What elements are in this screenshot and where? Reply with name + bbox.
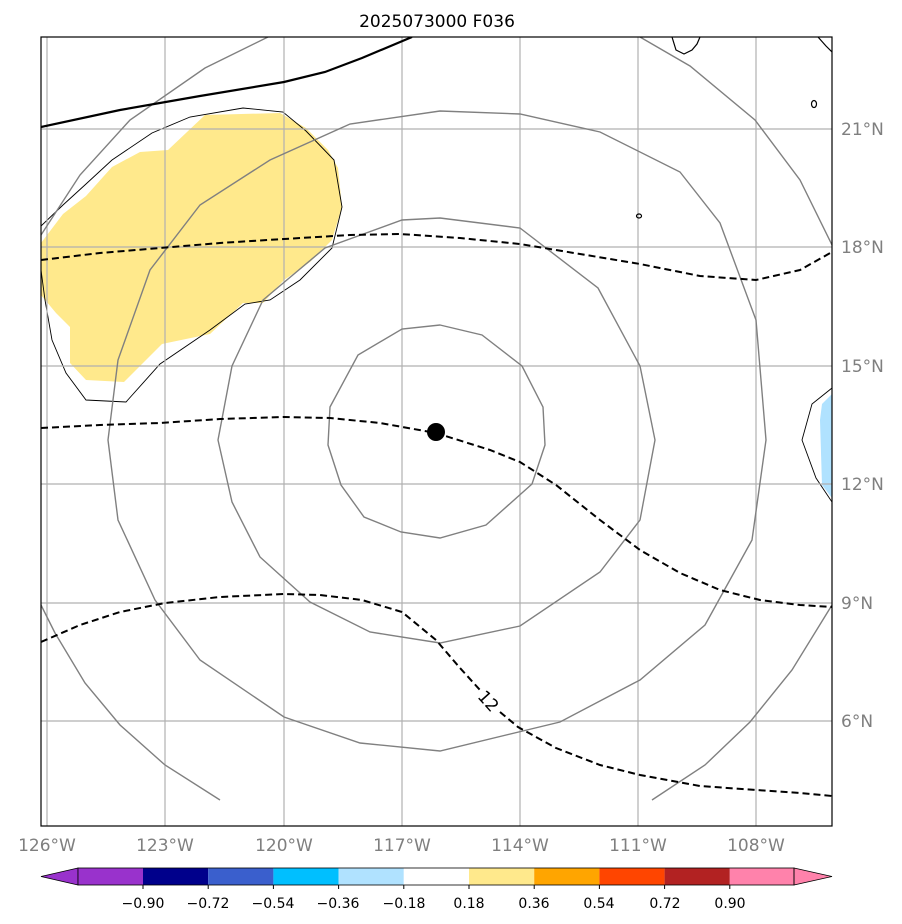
colorbar-tick-label: 0.72 <box>649 896 680 912</box>
island-small-1 <box>810 99 818 109</box>
dashed-contours <box>41 232 832 797</box>
colorbar-extend-max <box>793 867 833 886</box>
colorbar-tick-label: 0.18 <box>453 896 484 912</box>
colorbar-segment <box>338 868 404 885</box>
lat-label: 21°N <box>841 120 884 140</box>
map-frame <box>40 36 833 827</box>
lat-label: 9°N <box>841 594 873 614</box>
positive-region-outline <box>41 107 343 403</box>
colorbar <box>40 867 833 889</box>
island-small-2 <box>635 213 643 219</box>
gray-contour-outer-left <box>41 604 221 801</box>
gray-contour-outer-right <box>639 37 832 246</box>
negative-region-outline <box>801 387 832 503</box>
gray-contours <box>41 37 832 801</box>
colorbar-tick-label: −0.36 <box>317 896 360 912</box>
dashed-contour-middle <box>41 415 832 608</box>
contour-label-12: 12 <box>473 687 502 716</box>
gray-contour-ring-1 <box>327 324 546 539</box>
colorbar-tick-label: −0.90 <box>122 896 165 912</box>
colorbar-tick-label: 0.54 <box>583 896 614 912</box>
colorbar-tick-label: 0.90 <box>714 896 745 912</box>
colorbar-segment <box>664 868 730 885</box>
colorbar-segment <box>729 868 794 885</box>
colorbar-segment <box>78 868 143 885</box>
colorbar-segment <box>534 868 600 885</box>
figure-title: 2025073000 F036 <box>359 12 515 32</box>
colorbar-tick-label: −0.18 <box>383 896 426 912</box>
gridlines <box>41 37 832 826</box>
colorbar-extend-min <box>40 867 79 886</box>
colorbar-segment <box>273 868 339 885</box>
colorbar-ticks: −0.90 −0.72 −0.54 −0.36 −0.18 0.18 0.36 … <box>122 896 746 912</box>
lat-label: 6°N <box>841 712 873 732</box>
colorbar-tick-label: 0.36 <box>518 896 549 912</box>
colorbar-segment <box>208 868 274 885</box>
colorbar-tick-label: −0.72 <box>187 896 230 912</box>
lon-label: 126°W <box>18 836 76 856</box>
colorbar-segment <box>143 868 209 885</box>
lat-label: 15°N <box>841 357 884 377</box>
lat-label: 18°N <box>841 238 884 258</box>
gray-contour-outer-lower-right <box>651 604 832 801</box>
map-content: 12 <box>41 37 832 826</box>
dashed-contour-north <box>41 232 832 282</box>
solid-contour-line <box>41 37 413 129</box>
colorbar-frame <box>77 867 795 886</box>
colorbar-segment <box>403 868 469 885</box>
lon-label: 114°W <box>491 836 549 856</box>
lon-label: 123°W <box>136 836 194 856</box>
lon-label: 120°W <box>255 836 313 856</box>
lon-label: 108°W <box>727 836 785 856</box>
colorbar-tick-label: −0.54 <box>252 896 295 912</box>
dashed-contour-south <box>41 592 481 691</box>
lon-label: 111°W <box>609 836 667 856</box>
lat-label: 12°N <box>841 475 884 495</box>
gray-contour-ring-2 <box>217 217 656 644</box>
storm-center-marker <box>427 423 445 441</box>
coastline-top-right <box>671 37 701 55</box>
gray-contour-outer-upper <box>41 37 269 236</box>
latitude-labels: 21°N 18°N 15°N 12°N 9°N 6°N <box>841 120 884 732</box>
gray-contour-ring-3 <box>107 110 767 752</box>
dashed-contour-south-cont <box>499 711 832 797</box>
coastline-corner <box>817 37 832 53</box>
longitude-labels: 126°W 123°W 120°W 117°W 114°W 111°W 108°… <box>18 836 785 856</box>
colorbar-segment <box>469 868 535 885</box>
negative-anomaly-region <box>820 394 832 498</box>
colorbar-segment <box>599 868 665 885</box>
lon-label: 117°W <box>373 836 431 856</box>
